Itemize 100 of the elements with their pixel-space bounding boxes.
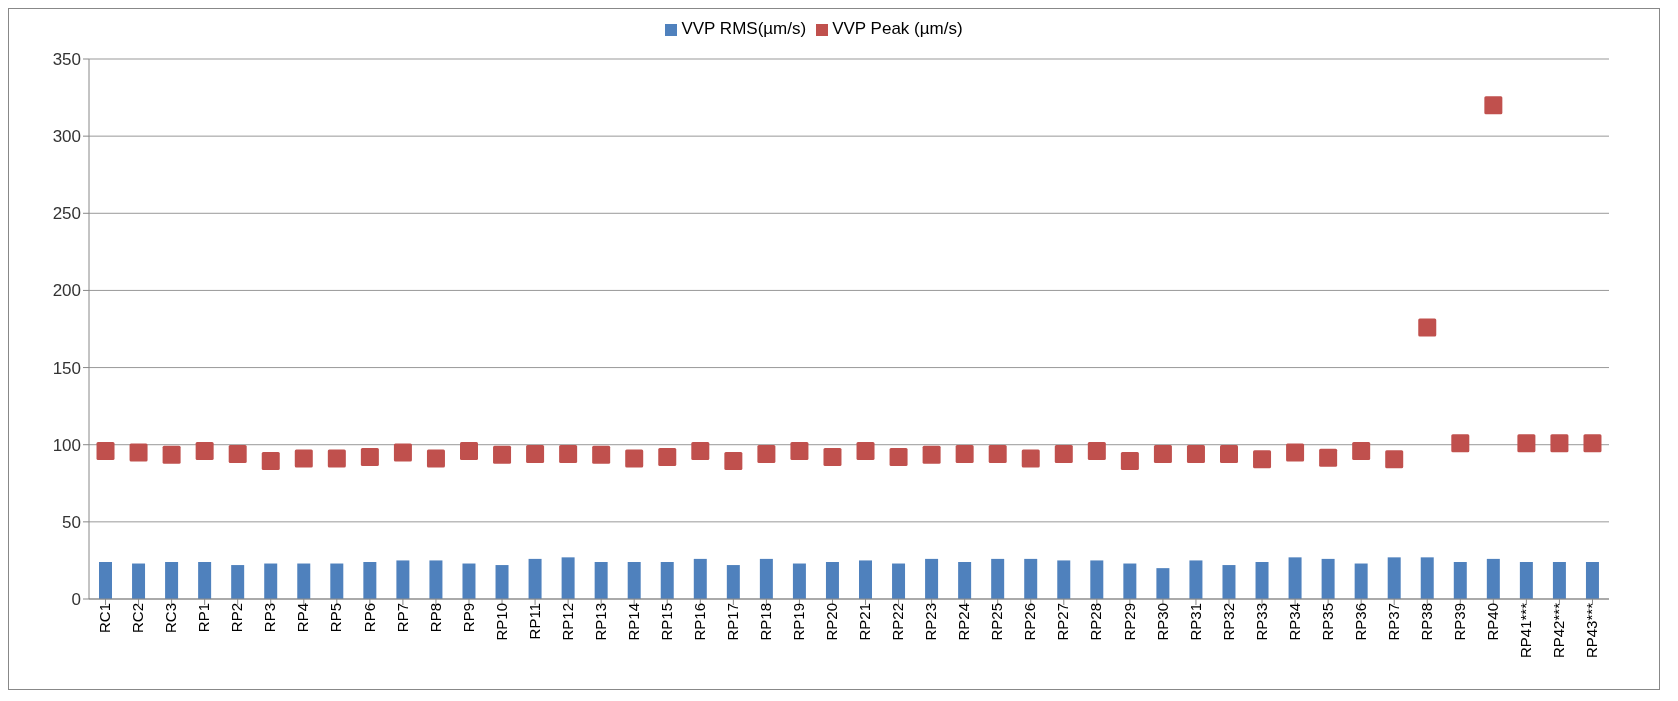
x-tick-label: RP7: [393, 603, 411, 633]
x-tick-label: RP34: [1285, 603, 1303, 641]
x-tick-label: RP40: [1484, 603, 1501, 641]
x-tick-label: RP41***: [1517, 602, 1535, 659]
x-tick-label: RC3: [162, 603, 180, 634]
point: [1451, 434, 1470, 453]
point: [96, 441, 115, 460]
x-tick-label: RC1: [96, 603, 114, 634]
point: [1054, 444, 1073, 463]
x-tick-label: RP35: [1318, 603, 1336, 641]
y-tick-label: 300: [52, 127, 81, 147]
x-tick-label: RP32: [1219, 603, 1237, 641]
x-tick-label: RP17: [724, 603, 741, 641]
legend-label: VVP RMS(µm/s): [681, 19, 807, 38]
y-tick-label: 150: [52, 358, 81, 378]
y-tick-label: 0: [71, 590, 81, 610]
x-tick-label: RP1: [195, 603, 213, 633]
x-tick-label: RP27: [1054, 603, 1072, 641]
y-tick-label: 100: [52, 435, 81, 455]
x-tick-label: RP38: [1417, 603, 1435, 641]
x-tick-label: RP19: [790, 603, 808, 641]
point: [1220, 444, 1238, 463]
y-tick-label: 250: [52, 204, 81, 224]
point: [658, 448, 677, 467]
point: [625, 449, 644, 468]
point: [327, 449, 346, 468]
point: [1550, 434, 1569, 453]
x-tick-label: RP10: [492, 603, 510, 641]
point: [790, 441, 809, 460]
x-tick-label: RP20: [823, 603, 841, 641]
point: [889, 448, 908, 467]
point: [922, 445, 941, 464]
x-tick-label: RP6: [360, 603, 378, 633]
point: [1120, 451, 1139, 470]
legend-label: VVP Peak (µm/s): [832, 19, 963, 38]
x-tick-label: RP30: [1153, 603, 1171, 641]
x-tick-label: RP15: [657, 603, 675, 641]
point: [393, 443, 412, 462]
x-tick-label: RP36: [1351, 603, 1369, 641]
x-tick-label: RP18: [757, 603, 775, 641]
point: [1484, 96, 1503, 115]
x-tick-label: RP24: [955, 603, 973, 641]
point: [360, 448, 379, 467]
x-tick-label: RP43***: [1583, 602, 1601, 659]
point: [1319, 448, 1338, 467]
point: [757, 444, 776, 463]
point: [592, 445, 611, 464]
x-tick-label: RP42***: [1550, 602, 1568, 659]
point: [162, 445, 181, 464]
y-tick-label: 50: [62, 512, 81, 532]
point: [426, 449, 445, 468]
point: [1517, 434, 1536, 453]
point: [129, 443, 148, 462]
point: [228, 444, 247, 463]
point: [724, 451, 743, 470]
x-tick-label: RP3: [261, 603, 279, 633]
x-tick-label: RP39: [1450, 603, 1468, 641]
x-tick-label: RP31: [1186, 603, 1204, 641]
x-tick-label: RP12: [558, 603, 576, 641]
x-tick-label: RP29: [1120, 603, 1138, 641]
x-tick-label: RP37: [1384, 603, 1402, 641]
point: [1153, 444, 1172, 463]
x-tick-label: RP22: [889, 603, 907, 641]
point: [1253, 450, 1272, 469]
x-tick-label: RP21: [856, 603, 874, 641]
point: [955, 444, 974, 463]
point: [493, 445, 512, 464]
x-tick-label: RP8: [426, 603, 444, 633]
x-tick-label: RP28: [1087, 603, 1105, 641]
point: [691, 441, 710, 460]
point: [823, 448, 842, 467]
x-tick-label: RP25: [988, 603, 1006, 641]
point: [261, 451, 280, 470]
point: [559, 444, 578, 463]
x-tick-label: RP2: [228, 603, 246, 633]
point: [856, 441, 875, 460]
point: [526, 444, 545, 463]
point: [1418, 318, 1437, 337]
x-tick-label: RP23: [922, 603, 940, 641]
x-tick-label: RP16: [690, 603, 708, 641]
x-tick-label: RP26: [1021, 603, 1039, 641]
point: [988, 444, 1007, 463]
point: [1385, 450, 1404, 469]
x-tick-label: RC2: [129, 603, 147, 634]
point: [1286, 443, 1305, 462]
x-tick-label: RP13: [591, 603, 609, 641]
x-tick-label: RP4: [294, 603, 312, 633]
point: [460, 441, 478, 460]
y-tick-label: 350: [52, 50, 81, 70]
x-tick-label: RP33: [1252, 603, 1270, 641]
x-tick-label: RP11: [525, 603, 543, 640]
point: [1352, 441, 1371, 460]
x-tick-label: RP9: [459, 603, 477, 633]
x-tick-label: RP5: [327, 603, 345, 633]
point: [1583, 434, 1602, 453]
y-tick-label: 200: [52, 281, 81, 301]
point: [1021, 449, 1040, 468]
point: [195, 441, 214, 460]
x-tick-label: RP14: [624, 603, 642, 641]
point: [294, 449, 313, 468]
